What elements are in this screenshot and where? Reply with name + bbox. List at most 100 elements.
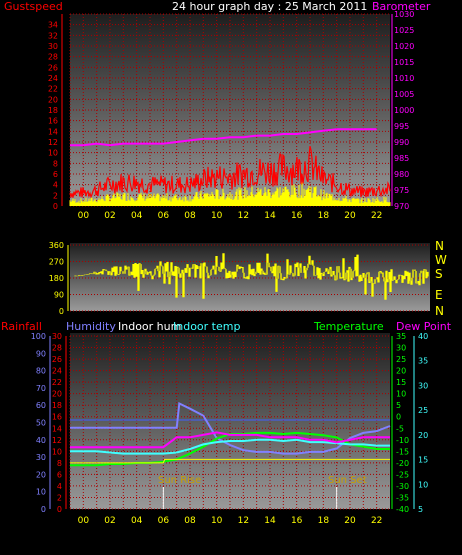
gust-axis-tick-26: 26 [48,63,58,72]
gust-axis-tick-8: 8 [53,159,58,168]
rainfall-axis-tick-16: 16 [52,413,62,422]
temperature-axis-tick-20: 20 [396,367,406,376]
rainfall-axis-tick-22: 22 [52,378,62,387]
gust-axis-tick-22: 22 [48,85,58,94]
rainfall-axis-tick-20: 20 [52,390,62,399]
page-title: 24 hour graph day : 25 March 2011 [172,0,368,13]
temperature-axis-tick-5: 5 [396,401,401,410]
rainfall-axis-tick-18: 18 [52,401,62,410]
humidity-axis-tick-40: 40 [36,436,46,445]
top-xtick-04: 04 [131,211,143,221]
gust-axis-tick-16: 16 [48,117,58,126]
dewpoint-axis-tick-15: 15 [418,456,428,465]
bottom-xtick-12: 12 [238,516,249,526]
gust-axis-tick-4: 4 [53,181,58,190]
gustspeed-axis-title: Gustspeed [4,0,63,13]
gust-axis-tick-32: 32 [48,31,58,40]
bottom-xtick-20: 20 [344,516,356,526]
top-xtick-12: 12 [238,211,249,221]
top-xtick-16: 16 [291,211,303,221]
gust-axis-tick-28: 28 [48,53,58,62]
top-xtick-10: 10 [211,211,223,221]
rainfall-axis-tick-8: 8 [57,459,62,468]
temperature-axis-tick--15: -15 [396,447,409,456]
barometer-line [70,128,377,147]
baro-axis-tick-1005: 1005 [394,90,414,99]
baro-axis-tick-1025: 1025 [394,26,414,35]
gust-axis-tick-20: 20 [48,95,58,104]
sun-set-label: Sun Set [328,475,367,486]
top-xtick-06: 06 [158,211,170,221]
temperature-axis-tick--30: -30 [396,482,409,491]
gust-axis-tick-0: 0 [53,202,58,211]
humidity-axis-tick-70: 70 [36,384,46,393]
baro-axis-tick-1020: 1020 [394,42,414,51]
gust-axis-tick-6: 6 [53,170,58,179]
windspeed-bars [69,182,391,206]
humidity-axis-tick-80: 80 [36,367,46,376]
temperature-axis-tick-10: 10 [396,390,406,399]
wind-dir-label-w: W [435,253,447,267]
wind-dir-label-n-bottom: N [435,304,444,318]
temperature-axis-tick--20: -20 [396,459,409,468]
gust-axis-tick-30: 30 [48,42,58,51]
baro-axis-tick-970: 970 [394,202,409,211]
baro-axis-tick-1030: 1030 [394,10,414,19]
sun-rise-label: Sun Rise [158,475,201,486]
humidity-axis-tick-10: 10 [36,488,46,497]
top-xtick-02: 02 [104,211,115,221]
top-xtick-20: 20 [344,211,356,221]
dir-axis-tick-360: 360 [49,241,64,250]
top-xtick-14: 14 [264,211,276,221]
rainfall-axis-tick-26: 26 [52,355,62,364]
bottom-xtick-14: 14 [264,516,276,526]
dir-axis-tick-90: 90 [54,291,64,300]
indoor-hum-label: Indoor hum [118,320,182,333]
rainfall-axis-tick-2: 2 [57,493,62,502]
gustspeed-line [69,145,391,199]
top-xtick-00: 00 [78,211,90,221]
temperature-axis-tick--35: -35 [396,493,409,502]
bottom-xtick-02: 02 [104,516,115,526]
gust-axis-tick-34: 34 [48,21,58,30]
gust-axis-tick-2: 2 [53,191,58,200]
bottom-xtick-18: 18 [318,516,330,526]
baro-axis-tick-990: 990 [394,138,409,147]
baro-axis-tick-1010: 1010 [394,74,414,83]
gust-axis-tick-12: 12 [48,138,58,147]
top-xtick-08: 08 [184,211,196,221]
wind-dir-label-e: E [435,288,443,302]
temperature-axis-tick-25: 25 [396,355,406,364]
dir-axis-tick-0: 0 [59,307,64,316]
dewpoint-axis-tick-10: 10 [418,480,428,489]
temperature-axis-tick--40: -40 [396,505,409,514]
dew-point-line [70,431,390,449]
gust-axis-tick-24: 24 [48,74,58,83]
humidity-axis-tick-100: 100 [31,332,46,341]
dewpoint-axis-tick-40: 40 [418,332,428,341]
bottom-xtick-08: 08 [184,516,196,526]
barometer-axis-title: Barometer [372,0,431,13]
bottom-xtick-06: 06 [158,516,170,526]
gust-axis-tick-18: 18 [48,106,58,115]
gust-axis-tick-14: 14 [48,127,58,136]
bottom-xtick-04: 04 [131,516,143,526]
gust-axis-tick-10: 10 [48,149,58,158]
dewpoint-axis-tick-25: 25 [418,406,428,415]
dew-point-axis-title: Dew Point [396,320,452,333]
direction-plot-background [70,243,430,311]
rainfall-axis-tick-24: 24 [52,367,62,376]
humidity-axis-tick-50: 50 [36,419,46,428]
bottom-xtick-10: 10 [211,516,223,526]
rainfall-line [70,458,390,464]
temperature-axis-tick--5: -5 [396,424,404,433]
wind-dir-label-n-top: N [435,239,444,253]
dewpoint-axis-tick-35: 35 [418,357,428,366]
bottom-xtick-16: 16 [291,516,303,526]
rainfall-axis-tick-4: 4 [57,482,62,491]
rainfall-axis-tick-10: 10 [52,447,62,456]
humidity-axis-tick-20: 20 [36,470,46,479]
rainfall-axis-tick-28: 28 [52,344,62,353]
rainfall-axis-title: Rainfall [1,320,42,333]
